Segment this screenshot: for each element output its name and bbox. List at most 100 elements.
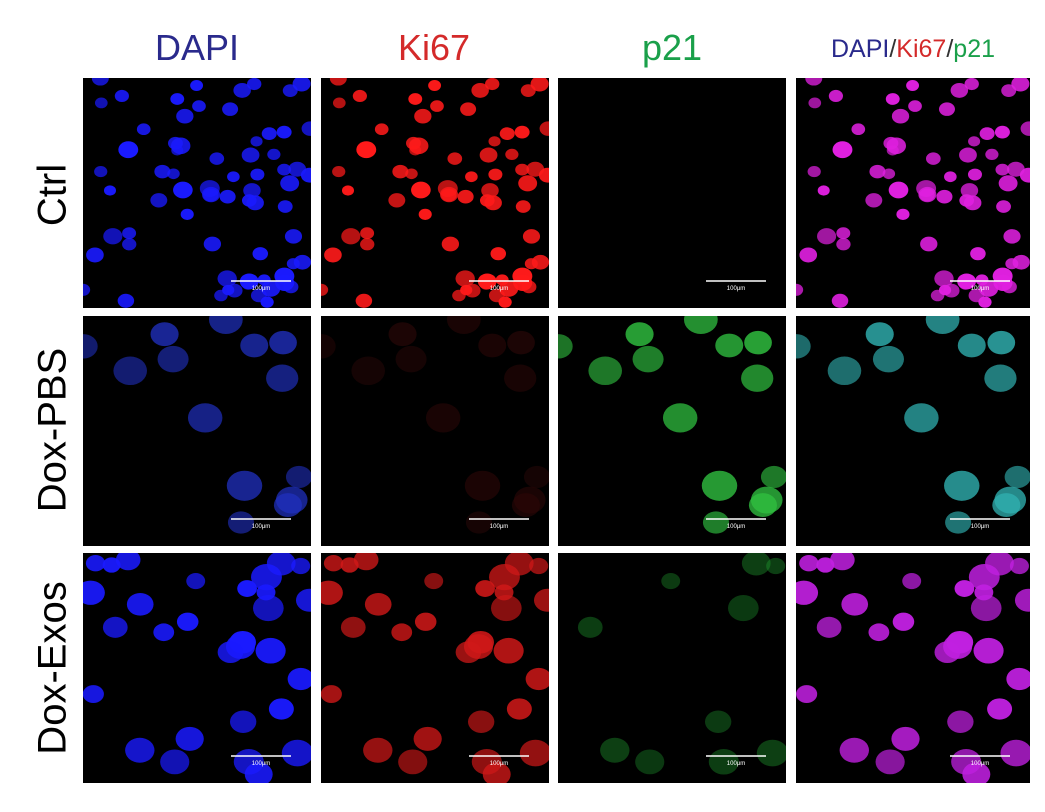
nucleus bbox=[868, 623, 890, 642]
nucleus bbox=[226, 470, 263, 501]
nucleus bbox=[841, 592, 869, 616]
nucleus bbox=[892, 612, 915, 631]
nucleus bbox=[260, 296, 274, 308]
micrograph: 100μm bbox=[558, 78, 786, 308]
nucleus bbox=[944, 171, 957, 183]
nucleus bbox=[91, 78, 109, 86]
nucleus bbox=[925, 316, 960, 335]
nucleus bbox=[125, 737, 155, 763]
nucleus bbox=[973, 637, 1004, 664]
nucleus bbox=[485, 78, 500, 91]
nucleus bbox=[102, 557, 121, 573]
nucleus bbox=[464, 470, 501, 501]
nucleus bbox=[886, 145, 899, 156]
nucleus bbox=[266, 364, 299, 392]
nucleus bbox=[533, 588, 549, 612]
scale-bar-label: 100μm bbox=[971, 286, 989, 292]
nucleus bbox=[529, 557, 549, 575]
nucleus bbox=[214, 289, 228, 302]
nucleus bbox=[269, 330, 297, 355]
nucleus bbox=[490, 247, 507, 261]
nucleus bbox=[154, 164, 171, 179]
nucleus bbox=[229, 710, 257, 733]
nucleus bbox=[523, 465, 549, 489]
nucleus bbox=[241, 147, 260, 163]
micrograph: 100μm bbox=[796, 316, 1030, 546]
panel-background bbox=[796, 78, 1030, 308]
nucleus bbox=[103, 185, 117, 196]
nucleus bbox=[267, 148, 281, 161]
nucleus bbox=[460, 102, 477, 116]
nucleus bbox=[199, 180, 220, 198]
nucleus bbox=[475, 580, 495, 597]
nucleus bbox=[341, 185, 355, 196]
nucleus bbox=[113, 356, 148, 386]
scale-bar-label: 100μm bbox=[252, 761, 270, 767]
nucleus bbox=[398, 749, 428, 775]
nucleus bbox=[882, 168, 896, 180]
nucleus bbox=[715, 333, 744, 358]
nucleus bbox=[828, 89, 843, 102]
nucleus bbox=[83, 334, 98, 359]
nucleus bbox=[277, 200, 293, 213]
nucleus bbox=[340, 616, 366, 638]
nucleus bbox=[741, 364, 774, 392]
panel-background bbox=[796, 316, 1030, 546]
nucleus bbox=[332, 165, 346, 178]
nucleus bbox=[944, 470, 980, 501]
nucleus bbox=[274, 267, 295, 285]
nucleus bbox=[683, 316, 718, 335]
nucleus bbox=[1007, 161, 1025, 177]
nucleus bbox=[150, 322, 179, 347]
nucleus bbox=[170, 93, 185, 105]
nucleus bbox=[978, 296, 992, 308]
nucleus bbox=[805, 78, 823, 86]
scale-bar-label: 100μm bbox=[971, 761, 989, 767]
nucleus bbox=[974, 584, 994, 601]
nucleus bbox=[987, 698, 1013, 720]
nucleus bbox=[136, 123, 151, 136]
nucleus bbox=[411, 181, 431, 199]
scale-bar-label: 100μm bbox=[490, 524, 508, 530]
nucleus bbox=[831, 293, 849, 308]
nucleus bbox=[577, 616, 603, 638]
nucleus bbox=[741, 553, 771, 576]
nucleus bbox=[351, 356, 386, 386]
nucleus bbox=[960, 183, 979, 198]
nucleus bbox=[266, 553, 296, 576]
nucleus bbox=[1006, 667, 1030, 691]
nucleus bbox=[992, 267, 1013, 285]
nucleus bbox=[323, 555, 344, 572]
nucleus bbox=[756, 739, 786, 767]
nucleus bbox=[978, 280, 999, 297]
nucleus bbox=[479, 147, 498, 163]
nucleus bbox=[515, 200, 531, 213]
nucleus bbox=[947, 710, 974, 733]
nucleus bbox=[992, 493, 1021, 517]
merge-part: / bbox=[889, 35, 896, 63]
nucleus bbox=[970, 247, 986, 261]
nucleus bbox=[488, 168, 503, 181]
nucleus bbox=[799, 247, 818, 263]
nucleus bbox=[340, 557, 359, 573]
nucleus bbox=[967, 168, 982, 181]
nucleus bbox=[217, 270, 237, 287]
nucleus bbox=[364, 592, 392, 616]
nucleus bbox=[115, 553, 141, 571]
nucleus bbox=[452, 289, 466, 302]
nucleus bbox=[888, 181, 909, 199]
nucleus bbox=[250, 168, 265, 181]
nucleus bbox=[190, 80, 204, 92]
nucleus bbox=[94, 165, 108, 178]
nucleus bbox=[321, 283, 329, 296]
micrograph: 100μm bbox=[558, 553, 786, 783]
micrograph: 100μm bbox=[83, 553, 311, 783]
nucleus bbox=[518, 175, 538, 192]
nucleus bbox=[865, 322, 894, 347]
nucleus bbox=[150, 193, 168, 208]
nucleus bbox=[171, 145, 184, 156]
nucleus bbox=[796, 334, 811, 359]
panel-background bbox=[83, 78, 311, 308]
nucleus bbox=[405, 168, 418, 180]
nucleus bbox=[796, 580, 819, 605]
